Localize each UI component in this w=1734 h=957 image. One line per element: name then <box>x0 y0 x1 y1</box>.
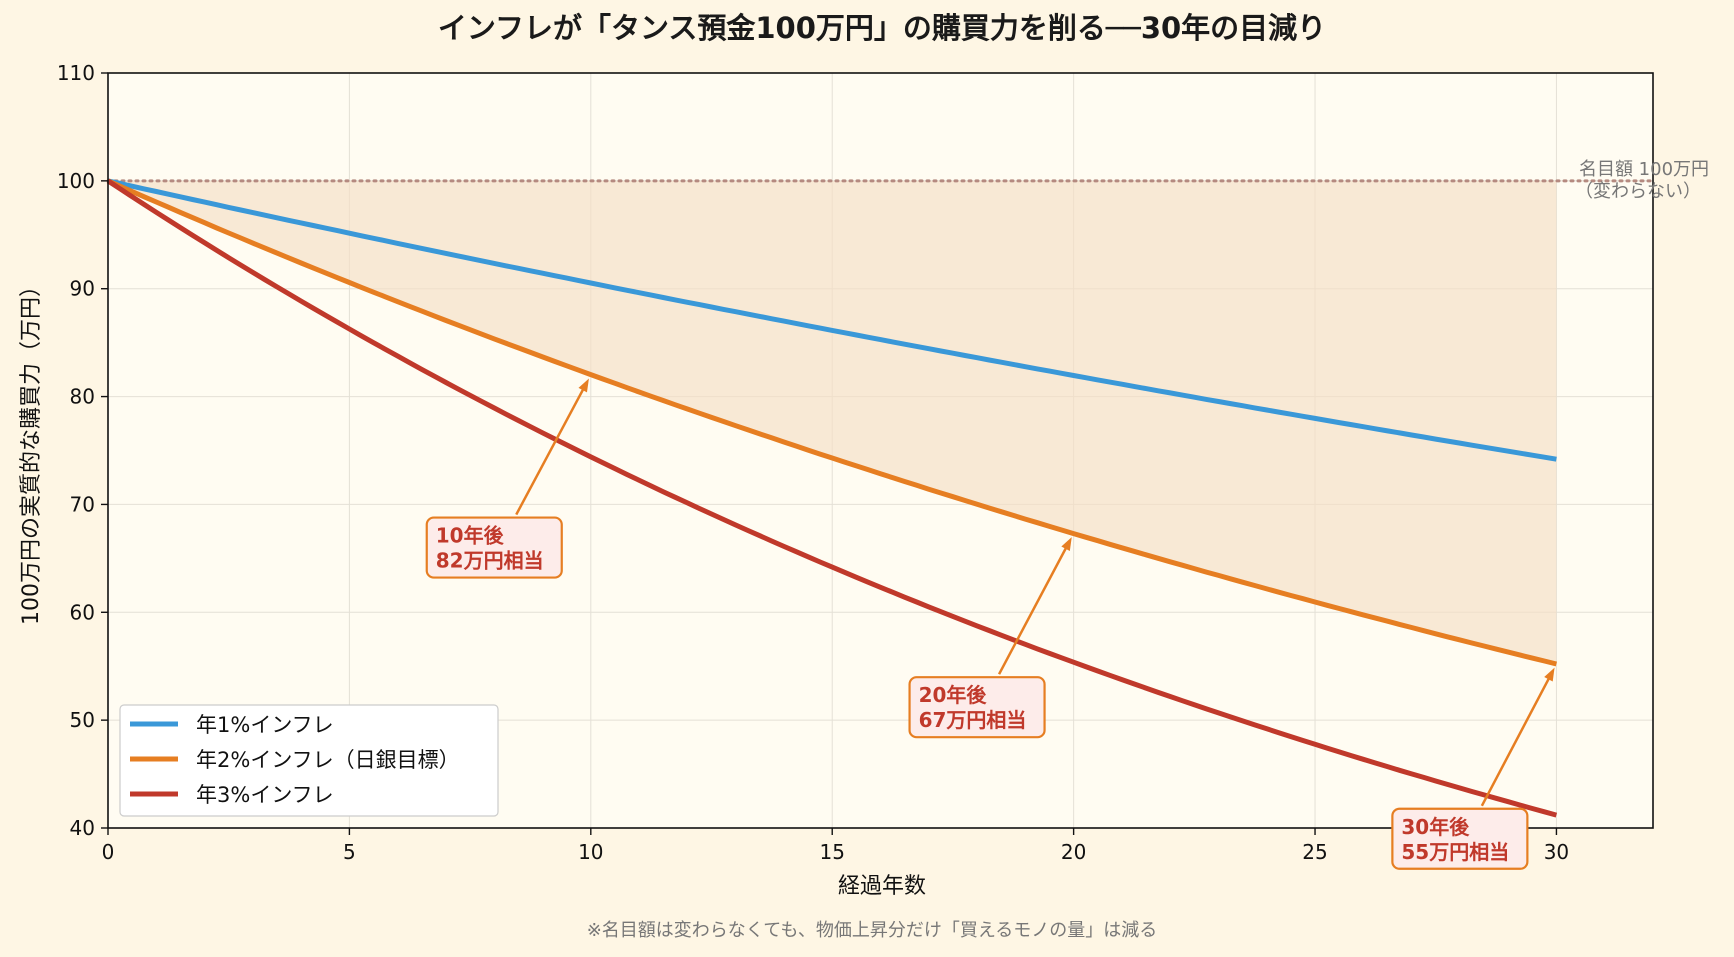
annotation-line1-3: 30年後 <box>1401 815 1470 839</box>
legend: 年1%インフレ 年2%インフレ（日銀目標） 年3%インフレ <box>119 704 499 817</box>
y-tick-label: 50 <box>70 708 95 732</box>
footnote: ※名目額は変わらなくても、物価上昇分だけ「買えるモノの量」は減る <box>587 920 1158 941</box>
annotation-line2-1: 82万円相当 <box>436 549 544 573</box>
annotation-line2-3: 55万円相当 <box>1401 840 1509 864</box>
legend-label-1: 年1%インフレ <box>196 713 334 737</box>
y-tick-label: 110 <box>57 61 95 85</box>
annotation-arrowhead-3 <box>1544 667 1555 682</box>
y-tick-label: 60 <box>70 600 95 624</box>
series-group <box>106 178 1558 818</box>
annotation-arrowhead-1 <box>578 378 589 393</box>
y-tick-label: 70 <box>70 492 95 516</box>
chart-title: インフレが「タンス預金100万円」の購買力を削る──30年の目減り <box>438 11 1326 45</box>
annotation-box-3 <box>1391 807 1529 870</box>
annotation-arrow-1 <box>515 383 588 516</box>
x-axis-label: 経過年数 <box>838 874 926 899</box>
series-line-3 <box>106 178 1558 818</box>
series-line-2 <box>106 178 1558 667</box>
y-tick-label: 100 <box>57 169 95 193</box>
nominal-label-line1: 名目額 100万円 <box>1579 159 1709 180</box>
x-tick-label: 25 <box>1302 840 1327 864</box>
legend-box <box>119 704 499 817</box>
annotation-arrow-3 <box>1480 672 1553 807</box>
annotation-box-2 <box>908 676 1046 739</box>
axis-ticks: 0 5 10 15 20 25 30 40 50 60 70 80 90 100 110 <box>57 61 1569 864</box>
annotation-line1-1: 10年後 <box>436 524 505 548</box>
annotation-line1-2: 20年後 <box>919 683 988 707</box>
y-axis-label: 100万円の実質的な購買力（万円） <box>19 275 44 625</box>
annotation-arrow-2 <box>997 541 1071 675</box>
annotation-line2-2: 67万円相当 <box>919 708 1027 732</box>
series-line-1 <box>107 178 1557 462</box>
x-tick-label: 5 <box>343 840 356 864</box>
x-tick-label: 0 <box>102 840 115 864</box>
legend-label-3: 年3%インフレ <box>196 783 334 807</box>
plot-frame <box>107 72 1654 829</box>
y-tick-label: 80 <box>70 385 95 409</box>
legend-label-2: 年2%インフレ（日銀目標） <box>196 748 460 772</box>
x-tick-label: 30 <box>1544 840 1569 864</box>
x-tick-label: 20 <box>1061 840 1086 864</box>
nominal-label-line2: （変わらない） <box>1575 181 1701 202</box>
x-tick-label: 10 <box>578 840 603 864</box>
annotation-arrowhead-2 <box>1061 537 1072 551</box>
annotation-box-1 <box>425 516 563 579</box>
x-tick-label: 15 <box>819 840 844 864</box>
y-tick-label: 40 <box>70 816 95 840</box>
shaded-loss-area <box>108 180 1557 664</box>
y-tick-label: 90 <box>70 277 95 301</box>
